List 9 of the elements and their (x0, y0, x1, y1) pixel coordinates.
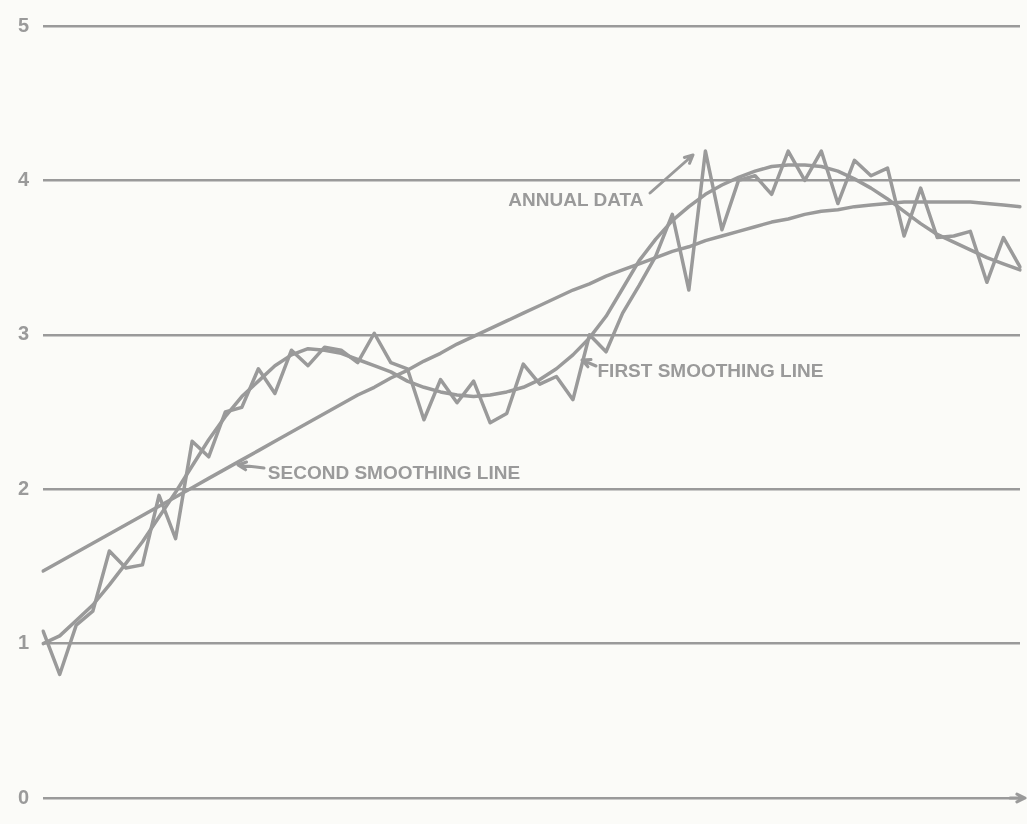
series-label: ANNUAL DATA (508, 189, 644, 211)
y-tick-label: 4 (18, 167, 30, 190)
legend-label: FIRST SMOOTHING LINE (597, 360, 824, 382)
y-tick-label: 2 (18, 476, 30, 499)
y-tick-label: 1 (18, 631, 30, 654)
y-tick-label: 5 (18, 13, 30, 36)
legend-label: SECOND SMOOTHING LINE (267, 462, 521, 484)
y-tick-label: 0 (18, 785, 30, 808)
y-tick-label: 3 (18, 322, 30, 345)
